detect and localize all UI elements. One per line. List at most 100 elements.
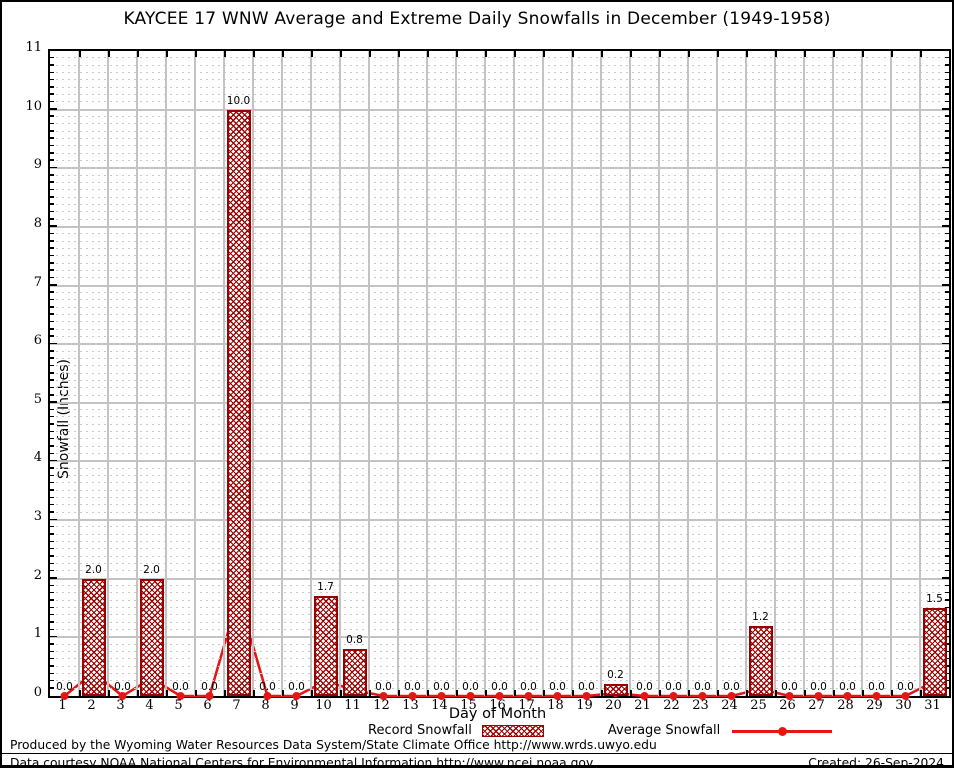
legend: Record Snowfall Average Snowfall [368, 723, 833, 738]
footer-created-date: Created: 26-Sep-2024 [808, 756, 944, 768]
gridline-major-v [716, 51, 718, 696]
y-axis-tick [50, 401, 57, 403]
y-axis-tick [945, 276, 949, 279]
x-axis-tick [717, 51, 719, 57]
y-axis-tick [50, 196, 54, 198]
y-axis-tick [945, 481, 949, 484]
bar-value-label: 0.0 [781, 681, 798, 693]
bar-value-label: 2.0 [143, 563, 160, 576]
y-axis-tick [50, 122, 54, 125]
gridline-minor-h [50, 585, 949, 587]
x-axis-tick [340, 690, 342, 696]
y-axis-tick [50, 437, 54, 440]
x-axis-tick-label: 14 [431, 698, 448, 713]
legend-label-average-snowfall: Average Snowfall [607, 723, 721, 738]
y-axis-tick [945, 503, 949, 506]
gridline-major-v [339, 51, 341, 696]
gridline-major-h [50, 636, 949, 639]
y-axis-tick [945, 181, 949, 183]
y-axis-tick [50, 181, 54, 183]
bar-value-label: 0.0 [868, 681, 885, 693]
x-axis-tick [456, 51, 458, 57]
y-axis-tick [945, 415, 949, 418]
gridline-minor-h [50, 130, 949, 132]
gridline-minor-h [50, 423, 949, 425]
y-axis-tick [50, 584, 54, 587]
y-axis-tick-label: 3 [33, 509, 42, 525]
y-axis-tick [942, 108, 949, 110]
gridline-minor-h [50, 211, 949, 213]
average-snowfall-marker [292, 692, 301, 700]
y-axis-tick [945, 196, 949, 198]
y-axis-tick [50, 394, 54, 396]
y-axis-tick [945, 122, 949, 125]
y-axis-tick [945, 71, 949, 73]
y-axis-tick [50, 225, 57, 227]
x-axis-tick [688, 690, 690, 696]
y-axis-tick [942, 518, 949, 521]
gridline-major-v [658, 51, 660, 696]
x-axis-tick-label: 24 [721, 698, 738, 713]
y-axis-tick-label: 2 [33, 567, 42, 583]
gridline-major-v [890, 51, 892, 696]
y-axis-tick [942, 401, 949, 403]
gridline-minor-h [50, 511, 949, 513]
x-axis-tick-label: 10 [315, 698, 332, 713]
gridline-minor-h [50, 255, 949, 257]
gridline-minor-h [50, 123, 949, 125]
x-axis-title: Day of Month [448, 706, 547, 722]
y-axis-tick [945, 78, 949, 81]
y-axis-tick [945, 137, 949, 139]
gridline-minor-h [50, 328, 949, 330]
bar-value-label: 0.0 [201, 681, 218, 693]
x-axis-tick [804, 51, 806, 57]
x-axis-tick [833, 51, 835, 57]
gridline-major-v [745, 51, 747, 696]
x-axis-tick [746, 51, 748, 57]
gridline-minor-h [50, 673, 949, 675]
x-axis-tick [746, 690, 748, 696]
y-axis-tick [945, 650, 949, 653]
gridline-minor-h [50, 218, 949, 220]
gridline-minor-h [50, 555, 949, 557]
record-snowfall-bar [603, 684, 628, 696]
x-axis-tick-label: 7 [232, 698, 241, 713]
x-axis-tick [108, 690, 110, 696]
y-axis-tick [942, 342, 949, 345]
x-axis-tick [485, 51, 487, 57]
gridline-minor-h [50, 159, 949, 161]
x-axis-tick [862, 51, 864, 57]
y-axis-tick [50, 203, 54, 205]
y-axis-tick [945, 218, 949, 220]
average-snowfall-marker [640, 692, 649, 700]
gridline-minor-h [50, 145, 949, 147]
y-axis-tick [945, 210, 949, 213]
x-axis-tick [514, 51, 516, 57]
x-axis-tick [253, 690, 255, 696]
y-axis-tick [50, 569, 54, 572]
gridline-minor-h [50, 526, 949, 528]
y-axis-tick [50, 423, 54, 425]
gridline-minor-h [50, 665, 949, 667]
x-axis-tick [601, 690, 603, 696]
x-axis-tick [456, 690, 458, 696]
y-axis-tick [945, 547, 949, 550]
gridline-minor-h [50, 93, 949, 95]
gridline-major-v [310, 51, 312, 696]
y-axis-tick [50, 555, 54, 557]
bar-value-label: 0.0 [56, 681, 73, 693]
x-axis-tick [79, 690, 81, 696]
y-axis-tick [945, 93, 949, 95]
gridline-minor-h [50, 599, 949, 601]
y-axis-tick [945, 679, 949, 682]
x-axis-tick-label: 29 [866, 698, 883, 713]
y-axis-tick [945, 511, 949, 513]
gridline-major-h [50, 401, 949, 404]
x-axis-tick [166, 690, 168, 696]
x-axis-tick-label: 1 [58, 698, 67, 713]
gridline-major-v [281, 51, 283, 696]
y-axis-tick [50, 474, 54, 477]
bar-value-label: 0.2 [607, 669, 624, 682]
x-axis-tick [282, 51, 284, 57]
y-axis-tick [50, 240, 54, 242]
